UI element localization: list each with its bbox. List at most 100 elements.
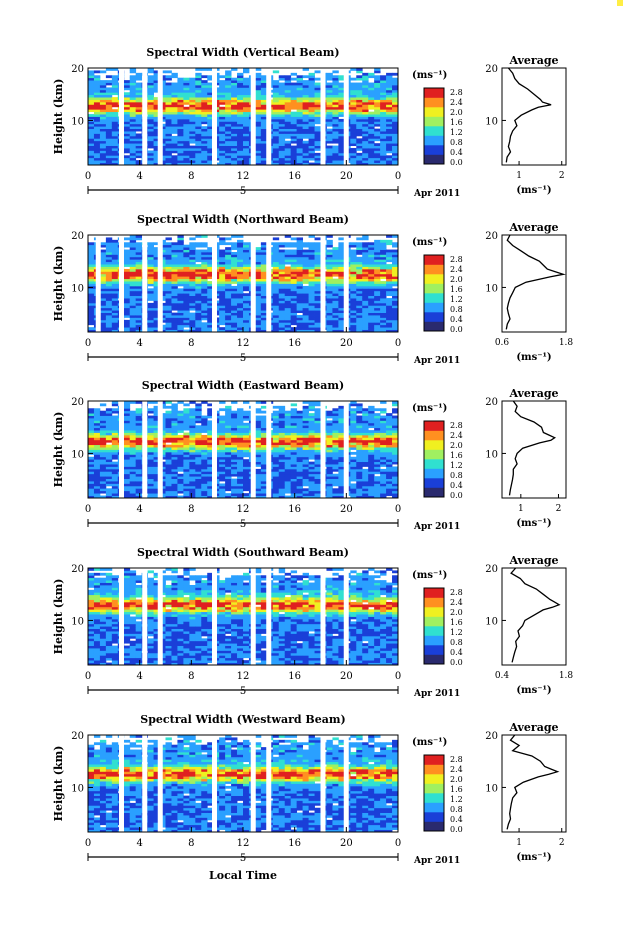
heatmap-cell (153, 464, 160, 467)
heatmap-cell (93, 70, 101, 74)
heatmap-cell (88, 447, 95, 450)
heatmap-cell (350, 268, 357, 272)
heatmap-cell (123, 420, 131, 424)
heatmap-cell (147, 449, 154, 453)
heatmap-cell (284, 155, 292, 159)
heatmap-cell (153, 415, 160, 419)
heatmap-cell (332, 302, 339, 306)
heatmap-cell (189, 322, 196, 326)
heatmap-cell (111, 281, 119, 284)
heatmap-cell (225, 104, 232, 108)
heatmap-cell (225, 247, 232, 250)
heatmap-cell (201, 145, 208, 149)
heatmap-cell (153, 476, 160, 479)
heatmap-cell (338, 128, 345, 132)
heatmap-cell (219, 116, 226, 120)
heatmap-cell (392, 160, 399, 163)
heatmap-cell (147, 104, 154, 108)
heatmap-cell (171, 285, 178, 289)
heatmap-cell (254, 157, 262, 161)
heatmap-cell (171, 128, 178, 132)
heatmap-cell (356, 261, 363, 265)
heatmap-cell (350, 259, 357, 263)
heatmap-cell (177, 464, 184, 467)
heatmap-cell (111, 488, 119, 492)
heatmap-cell (99, 254, 107, 258)
heatmap-cell (93, 162, 101, 166)
heatmap-cell (302, 268, 309, 272)
heatmap-cell (99, 464, 107, 467)
heatmap-cell (99, 427, 107, 431)
heatmap-cell (386, 118, 393, 122)
heatmap-cell (392, 80, 399, 83)
heatmap-cell (99, 327, 107, 330)
heatmap-cell (362, 150, 369, 154)
heatmap-cell (278, 84, 286, 88)
heatmap-cell (380, 249, 387, 253)
heatmap-cell (272, 82, 280, 86)
heatmap-cell (392, 106, 399, 110)
heatmap-cell (332, 82, 339, 86)
heatmap-cell (183, 415, 190, 419)
heatmap-cell (123, 307, 131, 311)
heatmap-cell (237, 327, 244, 330)
heatmap-cell (368, 116, 375, 120)
heatmap-cell (88, 295, 95, 299)
heatmap-cell (284, 283, 292, 287)
heatmap-cell (272, 273, 280, 277)
heatmap-cell (105, 417, 113, 421)
heatmap-cell (195, 461, 202, 465)
heatmap-cell (207, 408, 214, 412)
heatmap-cell (105, 145, 113, 149)
heatmap-cell (147, 315, 154, 318)
heatmap-cell (219, 251, 226, 255)
heatmap-cell (356, 131, 363, 134)
heatmap-cell (93, 128, 101, 132)
heatmap-cell (254, 121, 262, 125)
heatmap-cell (195, 251, 202, 255)
heatmap-cell (93, 138, 101, 142)
heatmap-cell (93, 422, 101, 426)
heatmap-cell (302, 109, 309, 113)
heatmap-cell (219, 273, 226, 277)
heatmap-cell (105, 82, 113, 86)
heatmap-cell (392, 84, 399, 88)
heatmap-cell (123, 410, 131, 414)
heatmap-cell (290, 288, 298, 292)
heatmap-cell (195, 135, 202, 139)
heatmap-cell (356, 101, 363, 105)
heatmap-cell (189, 468, 196, 472)
heatmap-cell (254, 99, 262, 103)
heatmap-cell (284, 133, 292, 137)
heatmap-cell (195, 87, 202, 91)
heatmap-cell (326, 75, 333, 79)
heatmap-cell (290, 116, 298, 120)
heatmap-cell (237, 324, 244, 328)
heatmap-cell (153, 84, 160, 88)
heatmap-cell (195, 430, 202, 433)
heatmap-cell (314, 135, 321, 139)
heatmap-cell (243, 249, 250, 253)
heatmap-cell (99, 283, 107, 287)
heatmap-cell (171, 417, 178, 421)
heatmap-cell (368, 259, 375, 263)
heatmap-cell (231, 155, 238, 159)
heatmap-cell (183, 490, 190, 494)
heatmap-cell (368, 75, 375, 79)
heatmap-cell (189, 261, 196, 265)
heatmap-cell (290, 135, 298, 139)
heatmap-cell (254, 104, 262, 108)
heatmap-cell (254, 442, 262, 446)
heatmap-cell (362, 259, 369, 263)
heatmap-cell (302, 101, 309, 105)
heatmap-cell (88, 244, 95, 248)
heatmap-cell (374, 300, 381, 304)
heatmap-cell (201, 495, 208, 499)
heatmap-cell (111, 461, 119, 465)
heatmap-cell (225, 116, 232, 120)
heatmap-cell (105, 437, 113, 441)
heatmap-cell (153, 300, 160, 304)
heatmap-cell (350, 322, 357, 326)
heatmap-cell (290, 307, 298, 311)
heatmap-cell (231, 478, 238, 482)
